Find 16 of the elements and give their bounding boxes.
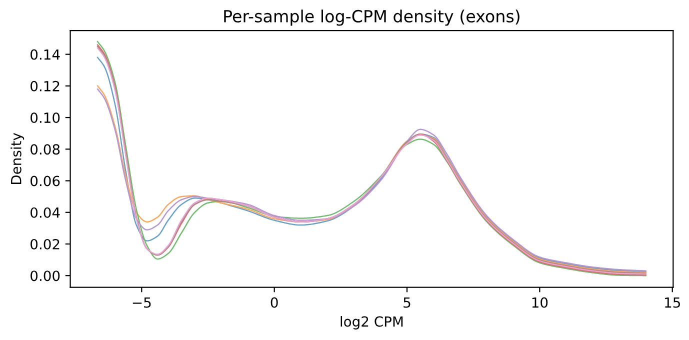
y-tick-label: 0.10 xyxy=(30,112,60,124)
y-tick-label: 0.14 xyxy=(30,49,60,60)
y-tick-label: 0.02 xyxy=(30,238,60,250)
x-tick-label: 5 xyxy=(404,297,410,308)
y-tick-label: 0.00 xyxy=(30,270,60,282)
x-tick-label: −5 xyxy=(132,297,151,308)
y-tick-label: 0.12 xyxy=(30,80,60,92)
x-tick-label: 0 xyxy=(270,297,278,308)
x-axis-title: log2 CPM xyxy=(340,316,403,330)
chart-title: Per-sample log-CPM density (exons) xyxy=(224,10,520,26)
y-tick-label: 0.04 xyxy=(30,207,60,218)
y-tick-label: 0.06 xyxy=(30,176,60,186)
y-tick-label: 0.08 xyxy=(30,144,60,155)
x-tick-label: 15 xyxy=(665,297,680,308)
x-tick-label: 10 xyxy=(532,297,548,308)
y-axis-title: Density xyxy=(10,132,24,184)
